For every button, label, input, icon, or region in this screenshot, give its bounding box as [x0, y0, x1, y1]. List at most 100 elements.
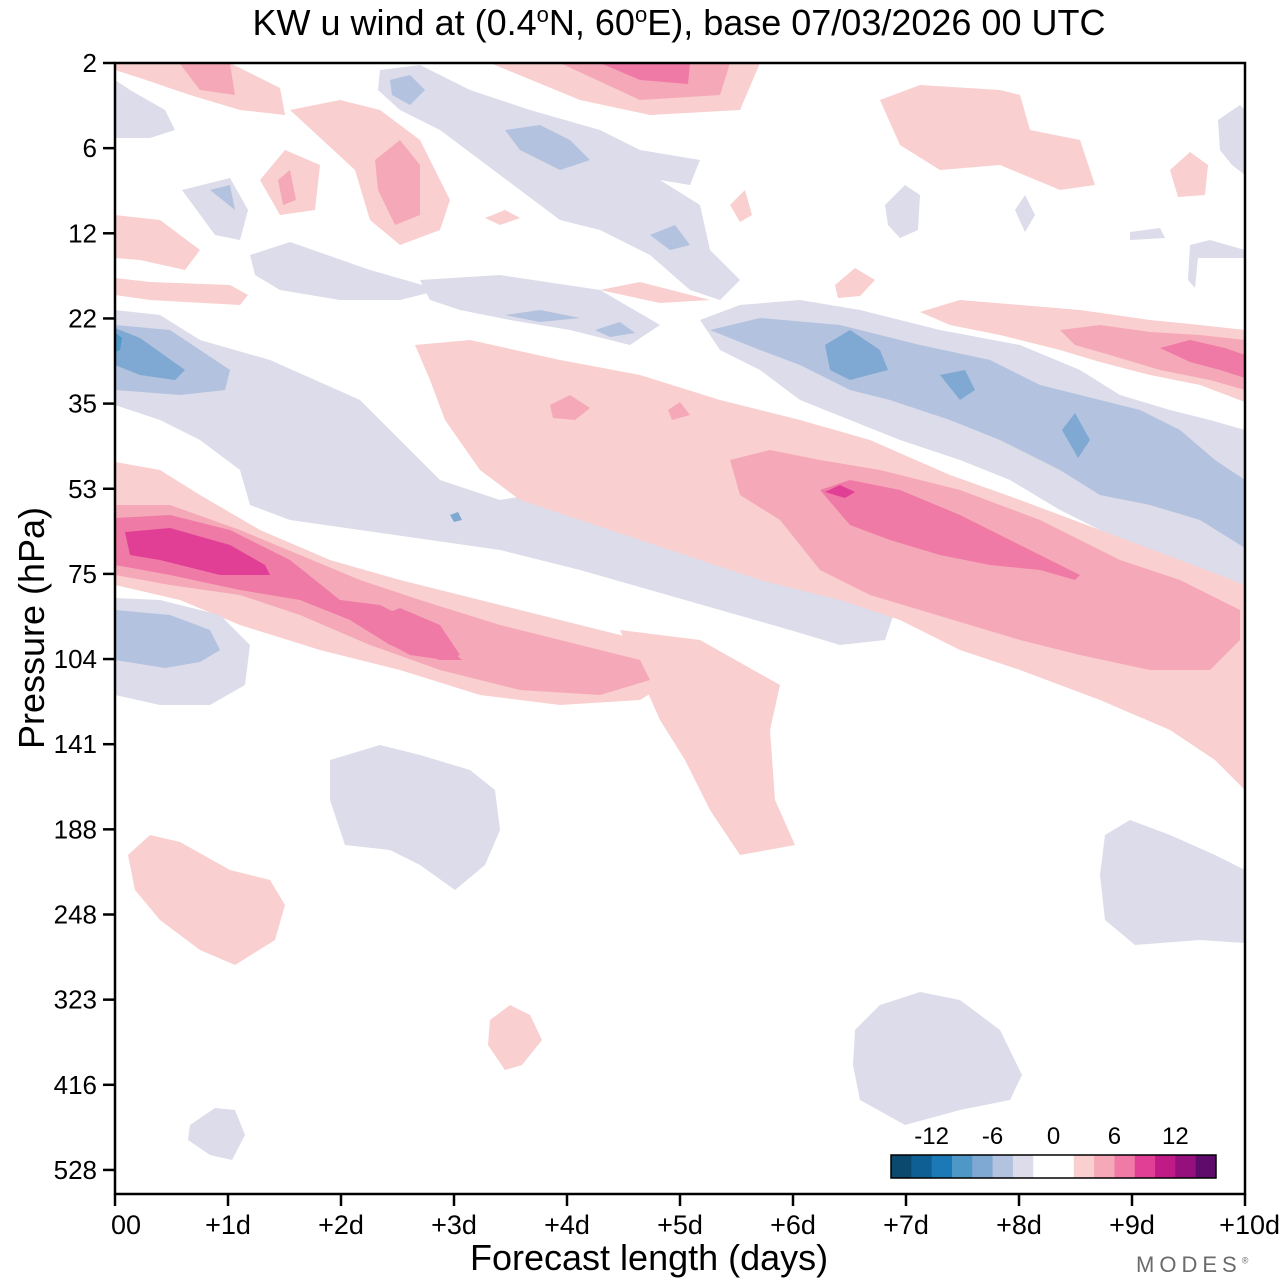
contour-neg2-upper-small-b: [885, 185, 920, 238]
contour-pos4-top-strip: [180, 64, 235, 95]
contour-pos8-main-west-band: [125, 528, 270, 575]
colorbar-tick-label: -6: [982, 1123, 1003, 1150]
y-tick-label: 53: [68, 474, 97, 504]
colorbar-bin: [911, 1155, 933, 1178]
contour-neg2-upper-diag: [378, 65, 740, 300]
y-tick-label: 35: [68, 389, 97, 419]
contour-neg2-left-top: [115, 80, 175, 138]
contour-pos4-upper-small-b: [668, 402, 690, 420]
x-tick-label: +2d: [318, 1210, 364, 1240]
colorbar-bin: [1195, 1155, 1217, 1178]
contour-pos6-upper-west-band: [820, 480, 1080, 580]
contour-pos2-upper-right: [880, 85, 1095, 190]
contour-pos2-small-f: [485, 210, 520, 225]
contour-neg6-upper-band-right: [825, 330, 888, 380]
contour-neg4-upper-diag-b: [505, 125, 590, 170]
y-tick-label: 141: [54, 729, 97, 759]
colorbar-bin: [931, 1155, 953, 1178]
colorbar-bin: [1033, 1155, 1075, 1178]
contour-pos4-upper-small-a: [550, 395, 590, 420]
contour-pos2-small-d: [835, 268, 875, 298]
x-tick-label: +10d: [1219, 1210, 1280, 1240]
contour-neg4-upper-diag-a: [390, 75, 425, 105]
colorbar-bin: [972, 1155, 994, 1178]
contour-neg4-lower-left: [115, 610, 220, 668]
contour-neg2-upper-small-e: [1188, 240, 1245, 288]
x-axis-title: Forecast length (days): [470, 1237, 829, 1278]
x-tick-label: +3d: [431, 1210, 477, 1240]
x-tick-label: +9d: [1109, 1210, 1155, 1240]
contour-pos4-small-a: [278, 170, 296, 205]
x-tick-label: +1d: [205, 1210, 251, 1240]
colorbar-bin: [992, 1155, 1014, 1178]
colorbar-bin: [1073, 1155, 1095, 1178]
contour-neg6-upper-small-b: [1062, 413, 1090, 458]
y-tick-label: 248: [54, 900, 97, 930]
y-axis: 2 6 12 22 35 53 75 104 141 188 248 323 416 528: [54, 48, 115, 1185]
contour-neg4-upper-mid-a: [505, 310, 580, 322]
x-axis: 00 +1d +2d +3d +4d +5d +6d +7d +8d +9d +10d: [111, 1194, 1280, 1240]
y-tick-label: 75: [68, 559, 97, 589]
contour-neg2-lower-mid: [330, 745, 500, 890]
contour-neg2-bottom-left: [188, 1108, 245, 1160]
contour-neg6-upper-band-left: [115, 328, 185, 380]
colorbar-bin: [1155, 1155, 1176, 1178]
contour-neg2-upper-streak: [250, 242, 440, 300]
contour-neg2-lower-right: [1100, 820, 1245, 945]
chart-title: KW u wind at (0.4oN, 60oE), base 07/03/2…: [252, 2, 1106, 43]
contour-pos2-small-e: [600, 282, 710, 303]
y-tick-label: 104: [54, 644, 97, 674]
contour-neg4-upper-diag-c: [650, 225, 690, 250]
contour-pos2-upper-west-lower: [620, 630, 795, 855]
contour-neg6-speck: [450, 512, 462, 522]
contour-neg6-upper-small-a: [940, 370, 975, 400]
contour-pos2-small-b: [1170, 152, 1208, 197]
y-axis-title: Pressure (hPa): [11, 506, 52, 750]
colorbar-tick-label: 0: [1047, 1123, 1060, 1150]
x-tick-label: +4d: [544, 1210, 590, 1240]
contour-pos4-upper-right-band: [1060, 325, 1245, 390]
y-tick-label: 188: [54, 814, 97, 844]
contour-pos8-upper-west-band: [825, 485, 855, 498]
x-tick-label: +7d: [883, 1210, 929, 1240]
contour-pos6-west-lobe: [370, 608, 460, 660]
contour-neg2-upper-small-d: [1218, 105, 1245, 175]
contour-pos4-upper-left: [375, 140, 420, 225]
contour-neg8-upper-band-left: [115, 332, 122, 352]
colorbar-bin: [1012, 1155, 1034, 1178]
x-tick-label: +6d: [770, 1210, 816, 1240]
y-tick-label: 12: [68, 218, 97, 248]
contour-pos6-upper-right-band: [1160, 340, 1245, 378]
y-tick-label: 2: [83, 48, 97, 78]
y-tick-label: 416: [54, 1070, 97, 1100]
contour-neg2-upper-small-f: [1130, 228, 1165, 240]
x-tick-label: 00: [111, 1210, 141, 1240]
contour-pos2-lower-left: [128, 835, 285, 965]
brand-logo: MODES®: [1136, 1252, 1249, 1277]
colorbar-bin: [891, 1155, 912, 1178]
colorbar-bin: [1114, 1155, 1136, 1178]
contour-pos2-left-18: [115, 278, 248, 305]
contour-pos6-top-mid: [600, 63, 690, 84]
contour-neg2-upper-small-c: [1015, 195, 1035, 232]
colorbar-tick-label: 12: [1162, 1123, 1189, 1150]
colorbar-bin: [1134, 1155, 1156, 1178]
colorbar-tick-label: -12: [914, 1123, 949, 1150]
y-tick-label: 323: [54, 985, 97, 1015]
contour-pos2-lower-mid: [488, 1005, 542, 1070]
y-tick-label: 22: [68, 303, 97, 333]
colorbar: -12 -6 0 6 12: [890, 1123, 1217, 1179]
contour-pos2-upper-right-band: [920, 300, 1245, 402]
y-tick-label: 528: [54, 1155, 97, 1185]
x-tick-label: +5d: [657, 1210, 703, 1240]
contour-field: [115, 63, 1245, 1160]
contour-pos2-left-12: [115, 215, 200, 270]
contour-neg2-upper-band-left: [115, 310, 895, 645]
x-tick-label: +8d: [996, 1210, 1042, 1240]
y-tick-label: 6: [83, 133, 97, 163]
colorbar-bin: [951, 1155, 973, 1178]
colorbar-bin: [1175, 1155, 1197, 1178]
contour-pos2-small-c: [730, 190, 752, 222]
contour-neg2-lower-right-mid: [853, 992, 1022, 1125]
